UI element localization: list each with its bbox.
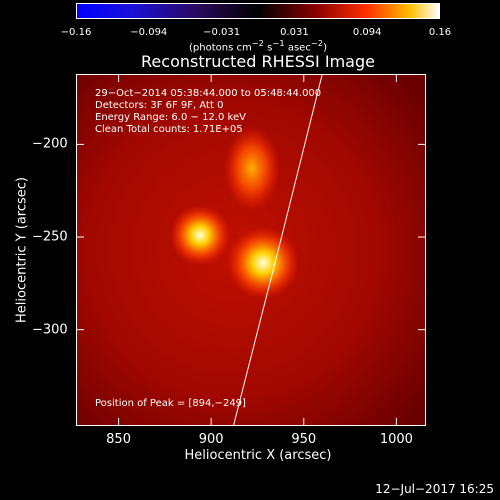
- emission-source: [170, 205, 231, 266]
- chart-title: Reconstructed RHESSI Image: [141, 52, 375, 71]
- annotation-detectors: Detectors: 3F 6F 9F, Att 0: [95, 100, 224, 111]
- y-tick-label: −250: [32, 229, 68, 245]
- plot-frame: [76, 74, 426, 426]
- y-axis-label: Heliocentric Y (arcsec): [14, 177, 30, 323]
- x-tick-label: 1000: [379, 432, 413, 447]
- x-axis-label: Heliocentric X (arcsec): [184, 448, 332, 463]
- annotation-counts: Clean Total counts: 1.71E+05: [95, 124, 243, 135]
- y-tick-label: −300: [32, 322, 68, 338]
- x-tick-label: 850: [106, 432, 131, 447]
- colorbar-tick-label: 0.031: [280, 27, 309, 38]
- date-stamp: 12−Jul−2017 16:25: [375, 482, 494, 496]
- annotation-energy: Energy Range: 6.0 − 12.0 keV: [95, 112, 246, 123]
- colorbar-tick-label: −0.094: [130, 27, 168, 38]
- colorbar-tick-label: 0.16: [428, 27, 452, 38]
- solar-limb-line: [232, 74, 323, 426]
- x-tick-label: 950: [291, 432, 317, 447]
- colorbar: [76, 3, 440, 19]
- colorbar-tick-label: −0.031: [203, 27, 241, 38]
- plot-area: [76, 74, 426, 426]
- colorbar-tick-label: 0.094: [352, 27, 382, 38]
- colorbar-tick-label: −0.16: [60, 27, 92, 38]
- y-tick-label: −200: [32, 136, 68, 152]
- emission-source: [227, 226, 300, 299]
- annotation-time: 29−Oct−2014 05:38:44.000 to 05:48:44.000: [95, 88, 322, 99]
- x-tick-label: 900: [198, 432, 224, 447]
- emission-source: [223, 126, 280, 211]
- colorbar-units: (photons cm−2 s−1 asec−2): [188, 38, 328, 54]
- peak-position-label: Position of Peak = [894,−249]: [95, 398, 246, 409]
